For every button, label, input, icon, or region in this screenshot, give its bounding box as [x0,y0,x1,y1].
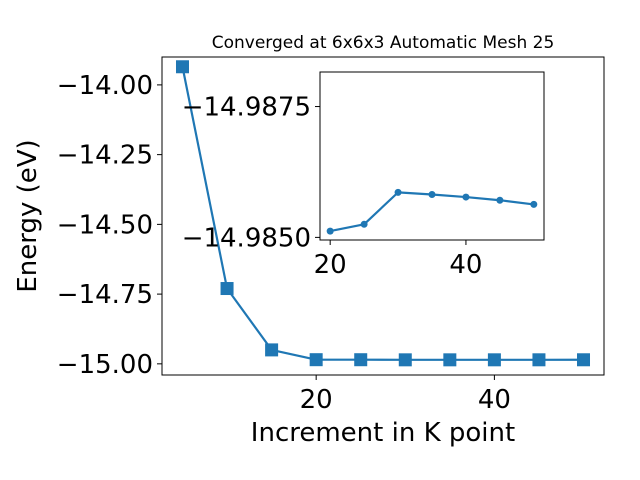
main-y-tick-label: −14.25 [57,141,153,171]
inset-x-tick-label: 20 [314,250,347,280]
inset-data-point [428,190,436,198]
inset-series [326,188,538,235]
main-x-axis: 20 40 [300,375,511,415]
main-series-line [181,66,584,361]
main-data-point [487,353,501,367]
inset-background [320,72,544,240]
inset-data-point [360,220,368,228]
inset-x-tick-label: 40 [449,250,482,280]
main-data-point [577,353,591,367]
main-y-tick-label: −15.00 [57,350,153,380]
chart-title: Converged at 6x6x3 Automatic Mesh 25 [212,33,555,53]
inset-chart: 20 40 −14.9850−14.9875 [182,71,545,280]
inset-data-point [496,196,504,204]
inset-data-point [326,227,334,235]
inset-data-point [530,200,538,208]
main-y-axis: −14.00 −14.25 −14.50 −14.75 −15.00 [57,71,162,380]
main-data-point [354,353,368,367]
inset-y-tick-label: −14.9850 [182,223,311,253]
main-data-point [220,282,234,296]
main-data-point [532,353,546,367]
main-data-point [309,353,323,367]
inset-data-point [462,193,470,201]
main-data-point [398,353,412,367]
inset-x-axis: 20 40 [314,240,482,280]
main-chart: 20 40 −14.00−14.25−14.50−14.75−15.00 Conv… [13,33,605,448]
x-axis-label: Increment in K point [251,418,515,448]
main-series [175,60,591,367]
main-y-tick-label: −14.00 [57,71,153,101]
main-x-tick-label: 40 [478,385,511,415]
inset-y-tick-label: −14.9875 [182,93,311,123]
main-data-point [443,353,457,367]
inset-y-axis: −14.9850 −14.9875 [182,93,320,253]
main-y-tick-label: −14.50 [57,210,153,240]
inset-data-point [394,188,402,196]
y-axis-label: Energy (eV) [13,139,43,292]
main-plot-frame [161,56,605,376]
main-data-point [175,60,189,74]
main-x-tick-label: 20 [300,385,333,415]
main-y-tick-label: −14.75 [57,280,153,310]
inset-plot-frame [319,71,545,241]
main-data-point [265,343,279,357]
